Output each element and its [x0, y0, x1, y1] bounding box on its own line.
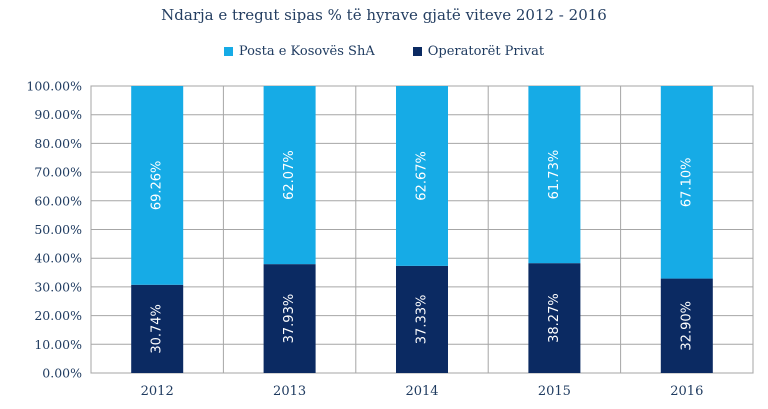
data-label: 30.74%	[150, 304, 165, 354]
y-tick-label: 80.00%	[34, 136, 82, 151]
data-label: 62.67%	[415, 151, 430, 201]
y-tick-label: 100.00%	[26, 79, 82, 94]
legend-label-operatoret: Operatorët Privat	[427, 44, 545, 59]
data-label: 61.73%	[547, 150, 562, 200]
legend-item-operatoret: Operatorët Privat	[412, 44, 545, 59]
x-tick-label: 2015	[538, 384, 571, 399]
y-tick-label: 10.00%	[34, 337, 82, 352]
data-label: 69.26%	[150, 161, 165, 211]
x-tick-label: 2016	[670, 384, 703, 399]
x-tick-label: 2013	[273, 384, 306, 399]
y-tick-label: 70.00%	[34, 165, 82, 180]
legend-label-posta: Posta e Kosovës ShA	[238, 44, 375, 59]
chart-title: Ndarja e tregut sipas % të hyrave gjatë …	[161, 6, 607, 24]
bar-segment	[263, 86, 316, 265]
y-tick-label: 0.00%	[42, 366, 82, 381]
legend-swatch-posta	[223, 47, 233, 56]
x-tick-label: 2012	[141, 384, 174, 399]
bar-segment	[131, 86, 184, 285]
data-label: 67.10%	[679, 157, 694, 207]
data-label: 32.90%	[679, 301, 694, 351]
x-tick-label: 2014	[405, 384, 438, 399]
y-tick-label: 60.00%	[34, 193, 82, 208]
bar-segment	[528, 263, 581, 373]
y-tick-label: 90.00%	[34, 107, 82, 122]
data-label: 37.33%	[415, 295, 430, 345]
legend-item-posta: Posta e Kosovës ShA	[223, 44, 375, 59]
legend-swatch-operatoret	[412, 47, 422, 56]
bar-segment	[660, 86, 713, 279]
y-tick-label: 40.00%	[34, 251, 82, 266]
bar-segment	[396, 265, 448, 373]
data-label: 62.07%	[282, 150, 297, 200]
bar-segment	[528, 86, 581, 264]
y-tick-label: 50.00%	[34, 222, 82, 237]
data-label: 37.93%	[282, 294, 297, 344]
bar-segment	[660, 278, 713, 373]
chart-legend: Posta e Kosovës ShA Operatorët Privat	[0, 44, 768, 59]
y-tick-label: 20.00%	[34, 308, 82, 323]
y-tick-label: 30.00%	[34, 279, 82, 294]
bar-segment	[396, 86, 448, 266]
data-label: 38.27%	[547, 293, 562, 343]
bar-segment	[263, 264, 316, 373]
bar-segment	[131, 284, 184, 373]
